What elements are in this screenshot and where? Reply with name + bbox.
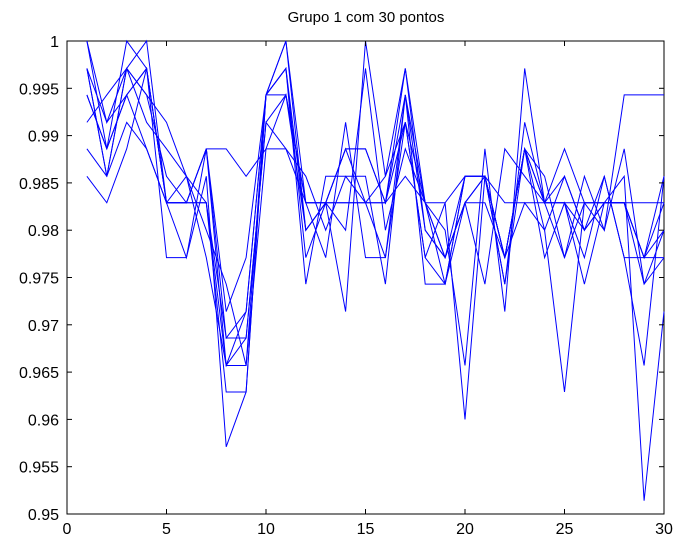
series-layer [86,39,665,501]
y-tick-label: 0.995 [19,81,59,98]
y-tick-label: 0.975 [19,271,59,288]
x-tick-label: 5 [162,521,171,538]
x-tick-label: 25 [556,521,574,538]
y-tick-label: 0.97 [28,318,59,335]
y-axis-tick-labels: 0.95 0.955 0.96 0.965 0.97 0.975 0.98 0.985 0.99… [19,34,59,524]
y-tick-label: 0.955 [19,460,59,477]
axis-ticks [66,40,665,515]
y-tick-label: 0.965 [19,365,59,382]
y-tick-label: 0.985 [19,176,59,193]
series-line-7 [86,67,665,368]
y-tick-label: 0.99 [28,129,59,146]
chart-title: Grupo 1 com 30 pontos [288,9,445,26]
y-tick-label: 1 [50,34,59,51]
series-line-10 [86,67,665,367]
x-tick-label: 20 [456,521,474,538]
y-tick-label: 0.98 [28,223,59,240]
series-line-4 [86,67,665,501]
x-tick-label: 0 [63,521,72,538]
y-tick-label: 0.96 [28,412,59,429]
x-tick-label: 30 [655,521,673,538]
x-axis-tick-labels: 0 5 10 15 20 25 30 [63,521,673,538]
x-tick-label: 15 [357,521,375,538]
x-tick-label: 10 [257,521,275,538]
plot-frame [66,40,665,515]
series-line-6 [86,67,665,366]
y-tick-label: 0.95 [28,507,59,524]
plot-area [66,39,665,515]
